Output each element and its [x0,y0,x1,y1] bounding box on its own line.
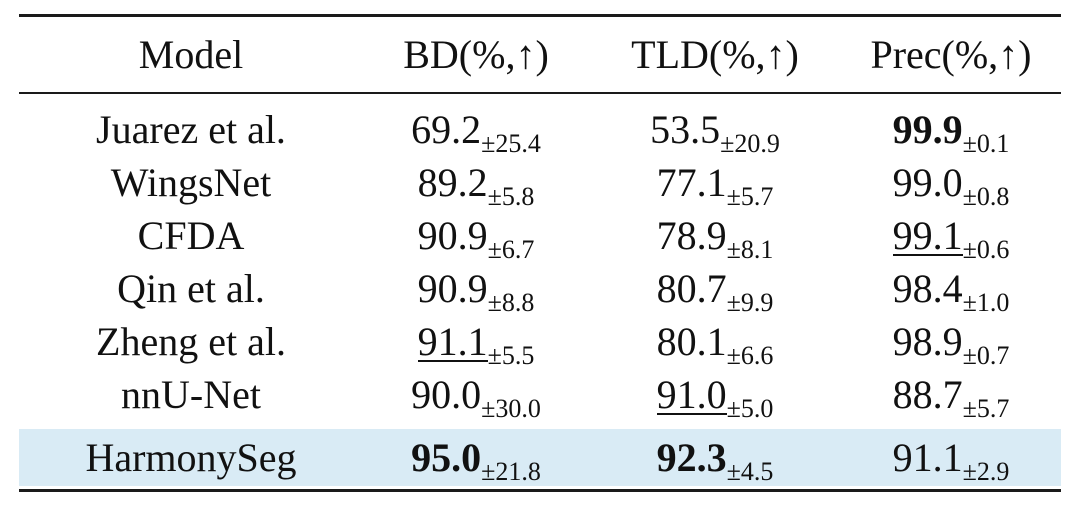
prec-sd: ±2.9 [962,457,1010,486]
bd-sd: ±6.7 [487,235,535,264]
tld-sd: ±6.6 [726,341,774,370]
tld-cell: 78.9±8.1 [589,209,841,264]
tld-sd: ±5.0 [726,394,774,423]
prec-cell: 99.0±0.8 [841,156,1061,211]
prec-cell: 91.1±2.9 [841,429,1061,486]
header-prec: Prec(%,↑) [870,32,1032,77]
tld-cell: 53.5±20.9 [589,103,841,158]
tld-sd: ±9.9 [726,288,774,317]
bd-sd: ±5.8 [487,182,535,211]
tld-cell: 92.3±4.5 [589,429,841,486]
tld-value: 78.9 [656,213,727,258]
tld-cell: 80.7±9.9 [589,262,841,317]
tld-cell: 80.1±6.6 [589,315,841,370]
prec-value: 91.1 [892,435,963,480]
tld-value: 80.7 [656,266,727,311]
bd-value: 90.0 [411,372,482,417]
tld-value: 92.3 [656,435,727,480]
bd-sd: ±25.4 [481,129,541,158]
bd-cell: 90.0±30.0 [363,368,589,423]
prec-sd: ±0.8 [962,182,1010,211]
prec-sd: ±0.6 [962,235,1010,264]
prec-sd: ±5.7 [962,394,1010,423]
bd-value: 89.2 [417,160,488,205]
header-tld: TLD(%,↑) [631,32,799,77]
tld-sd: ±5.7 [726,182,774,211]
table-top-rule [19,14,1061,17]
bd-cell: 89.2±5.8 [363,156,589,211]
tld-value: 91.0 [656,372,727,417]
table-row: Qin et al. 90.9±8.8 80.7±9.9 98.4±1.0 [19,262,1061,317]
table-row: nnU-Net 90.0±30.0 91.0±5.0 88.7±5.7 [19,368,1061,423]
bd-cell: 91.1±5.5 [363,315,589,370]
prec-cell: 99.9±0.1 [841,103,1061,158]
prec-cell: 98.9±0.7 [841,315,1061,370]
prec-value: 98.4 [892,266,963,311]
header-bd: BD(%,↑) [403,32,549,77]
prec-value: 99.9 [892,107,963,152]
prec-value: 99.0 [892,160,963,205]
bd-cell: 90.9±6.7 [363,209,589,264]
bd-value: 91.1 [417,319,488,364]
prec-value: 99.1 [892,213,963,258]
tld-sd: ±8.1 [726,235,774,264]
tld-value: 80.1 [656,319,727,364]
model-name: HarmonySeg [85,435,297,480]
header-model: Model [138,32,244,77]
table-row: Juarez et al. 69.2±25.4 53.5±20.9 99.9±0… [19,103,1061,158]
bd-sd: ±30.0 [481,394,541,423]
bd-cell: 90.9±8.8 [363,262,589,317]
tld-sd: ±4.5 [726,457,774,486]
bd-sd: ±8.8 [487,288,535,317]
bd-value: 90.9 [417,266,488,311]
model-name: nnU-Net [121,372,261,417]
tld-value: 53.5 [650,107,721,152]
prec-value: 88.7 [892,372,963,417]
tld-value: 77.1 [656,160,727,205]
table-header: Model BD(%,↑) TLD(%,↑) Prec(%,↑) [19,18,1061,92]
table-row-highlighted: HarmonySeg 95.0±21.8 92.3±4.5 91.1±2.9 [19,429,1061,486]
table-row: Zheng et al. 91.1±5.5 80.1±6.6 98.9±0.7 [19,315,1061,370]
bd-sd: ±5.5 [487,341,535,370]
table-mid-rule [19,92,1061,94]
bd-cell: 95.0±21.8 [363,429,589,486]
prec-sd: ±1.0 [962,288,1010,317]
prec-cell: 98.4±1.0 [841,262,1061,317]
table-bottom-rule [19,489,1061,492]
bd-cell: 69.2±25.4 [363,103,589,158]
prec-cell: 88.7±5.7 [841,368,1061,423]
model-name: Juarez et al. [96,107,286,152]
table-row: CFDA 90.9±6.7 78.9±8.1 99.1±0.6 [19,209,1061,264]
prec-cell: 99.1±0.6 [841,209,1061,264]
bd-sd: ±21.8 [481,457,541,486]
tld-cell: 77.1±5.7 [589,156,841,211]
bd-value: 95.0 [411,435,482,480]
model-name: Zheng et al. [96,319,286,364]
tld-cell: 91.0±5.0 [589,368,841,423]
tld-sd: ±20.9 [720,129,780,158]
prec-value: 98.9 [892,319,963,364]
bd-value: 90.9 [417,213,488,258]
model-name: WingsNet [110,160,272,205]
prec-sd: ±0.7 [962,341,1010,370]
model-name: CFDA [137,213,245,258]
model-name: Qin et al. [117,266,265,311]
table-row: WingsNet 89.2±5.8 77.1±5.7 99.0±0.8 [19,156,1061,211]
prec-sd: ±0.1 [962,129,1010,158]
bd-value: 69.2 [411,107,482,152]
